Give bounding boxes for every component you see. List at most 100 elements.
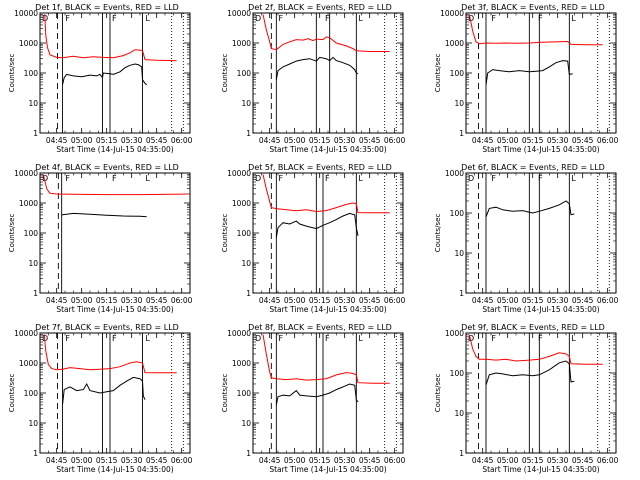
y-tick-label: 100 xyxy=(450,69,465,78)
marker-label: F xyxy=(325,174,330,183)
y-tick-label: 100 xyxy=(24,389,39,398)
marker-label: L xyxy=(571,334,576,343)
panel-det-2: Det 2f, BLACK = Events, RED = LLD 1 10 100 1… xyxy=(221,3,406,154)
y-tick-label: 10000 xyxy=(227,9,251,18)
x-tick-label: 04:45 xyxy=(259,136,281,145)
x-tick-label: 05:15 xyxy=(309,456,331,465)
events-series-line xyxy=(275,212,359,238)
y-tick-label: 1000 xyxy=(232,199,251,208)
x-axis-title: Start Time (14-Jul-15 04:35:00) xyxy=(56,305,173,314)
y-axis-title: Counts/sec xyxy=(8,214,16,253)
lld-series-line xyxy=(42,174,189,196)
lld-series-line xyxy=(43,334,177,374)
x-tick-label: 05:45 xyxy=(572,136,594,145)
panel-title: Det 2f, BLACK = Events, RED = LLD xyxy=(248,3,392,12)
panel-title: Det 6f, BLACK = Events, RED = LLD xyxy=(461,163,605,172)
marker-label: D xyxy=(468,174,474,183)
marker-label: F xyxy=(491,14,496,23)
marker-label: F xyxy=(112,174,117,183)
y-tick-label: 100 xyxy=(237,229,252,238)
x-tick-label: 05:45 xyxy=(146,456,168,465)
panel-det-9: Det 9f, BLACK = Events, RED = LLD 1 10 100 1… xyxy=(434,323,619,474)
marker-label: L xyxy=(145,14,150,23)
y-tick-label: 100 xyxy=(450,369,465,378)
y-tick-label: 100 xyxy=(450,209,465,218)
x-tick-label: 05:30 xyxy=(334,456,356,465)
y-tick-label: 1 xyxy=(33,289,38,298)
x-tick-label: 05:30 xyxy=(121,456,143,465)
y-axis-title: Counts/sec xyxy=(221,54,229,93)
y-tick-label: 10 xyxy=(454,249,464,258)
y-tick-label: 1000 xyxy=(445,329,464,338)
marker-label: F xyxy=(538,174,543,183)
x-tick-label: 05:15 xyxy=(309,296,331,305)
panel-det-6: Det 6f, BLACK = Events, RED = LLD 1 10 100 1… xyxy=(434,163,619,314)
x-tick-label: 05:30 xyxy=(121,136,143,145)
x-tick-label: 06:00 xyxy=(171,456,193,465)
x-tick-label: 05:00 xyxy=(284,456,306,465)
y-tick-label: 1 xyxy=(246,289,251,298)
x-axis-title: Start Time (14-Jul-15 04:35:00) xyxy=(56,145,173,154)
x-tick-label: 04:45 xyxy=(46,296,68,305)
x-tick-label: 05:15 xyxy=(96,456,118,465)
x-tick-label: 05:30 xyxy=(121,296,143,305)
x-tick-label: 05:15 xyxy=(522,136,544,145)
x-axis-title: Start Time (14-Jul-15 04:35:00) xyxy=(269,465,386,474)
x-tick-label: 06:00 xyxy=(384,456,406,465)
panel-det-8: Det 8f, BLACK = Events, RED = LLD 1 10 100 1… xyxy=(221,323,406,474)
panel-title: Det 9f, BLACK = Events, RED = LLD xyxy=(461,323,605,332)
y-axis-title: Counts/sec xyxy=(434,214,442,253)
marker-label: F xyxy=(325,14,330,23)
y-tick-label: 10000 xyxy=(14,169,38,178)
y-tick-label: 10000 xyxy=(227,329,251,338)
y-tick-label: 1000 xyxy=(445,169,464,178)
y-axis-title: Counts/sec xyxy=(221,374,229,413)
y-tick-label: 10000 xyxy=(14,9,38,18)
lld-series-line xyxy=(262,334,390,384)
x-tick-label: 04:45 xyxy=(46,136,68,145)
lld-series-line xyxy=(262,14,390,52)
x-tick-label: 05:45 xyxy=(146,296,168,305)
events-series-line xyxy=(485,200,575,218)
lld-series-line xyxy=(262,174,390,214)
plot-frame xyxy=(465,172,617,294)
x-tick-label: 05:30 xyxy=(547,296,569,305)
y-tick-label: 10000 xyxy=(14,329,38,338)
y-tick-label: 1 xyxy=(459,129,464,138)
panel-title: Det 4f, BLACK = Events, RED = LLD xyxy=(35,163,179,172)
panel-title: Det 5f, BLACK = Events, RED = LLD xyxy=(248,163,392,172)
plot-frame xyxy=(252,12,404,134)
lld-series-line xyxy=(468,334,603,365)
panel-title: Det 1f, BLACK = Events, RED = LLD xyxy=(35,3,179,12)
panel-det-4: Det 4f, BLACK = Events, RED = LLD 1 10 100 1… xyxy=(8,163,193,314)
y-tick-label: 10 xyxy=(241,419,251,428)
marker-label: L xyxy=(145,334,150,343)
x-tick-label: 05:30 xyxy=(334,296,356,305)
marker-label: L xyxy=(145,174,150,183)
panel-title: Det 7f, BLACK = Events, RED = LLD xyxy=(35,323,179,332)
marker-label: F xyxy=(112,14,117,23)
marker-label: F xyxy=(278,174,283,183)
x-tick-label: 05:45 xyxy=(572,296,594,305)
lld-series-line xyxy=(468,14,603,46)
x-tick-label: 05:30 xyxy=(334,136,356,145)
y-tick-label: 10 xyxy=(241,99,251,108)
marker-label: L xyxy=(358,334,363,343)
y-tick-label: 10000 xyxy=(227,169,251,178)
x-tick-label: 06:00 xyxy=(171,296,193,305)
x-tick-label: 06:00 xyxy=(597,456,619,465)
x-axis-title: Start Time (14-Jul-15 04:35:00) xyxy=(482,465,599,474)
marker-label: L xyxy=(358,174,363,183)
events-series-line xyxy=(275,56,359,80)
marker-label: D xyxy=(468,14,474,23)
marker-label: L xyxy=(571,14,576,23)
y-tick-label: 1 xyxy=(246,129,251,138)
x-tick-label: 05:00 xyxy=(71,296,93,305)
y-tick-label: 100 xyxy=(237,389,252,398)
x-tick-label: 05:45 xyxy=(359,136,381,145)
x-axis-title: Start Time (14-Jul-15 04:35:00) xyxy=(482,145,599,154)
marker-label: F xyxy=(325,334,330,343)
x-tick-label: 05:15 xyxy=(96,136,118,145)
marker-label: F xyxy=(112,334,117,343)
